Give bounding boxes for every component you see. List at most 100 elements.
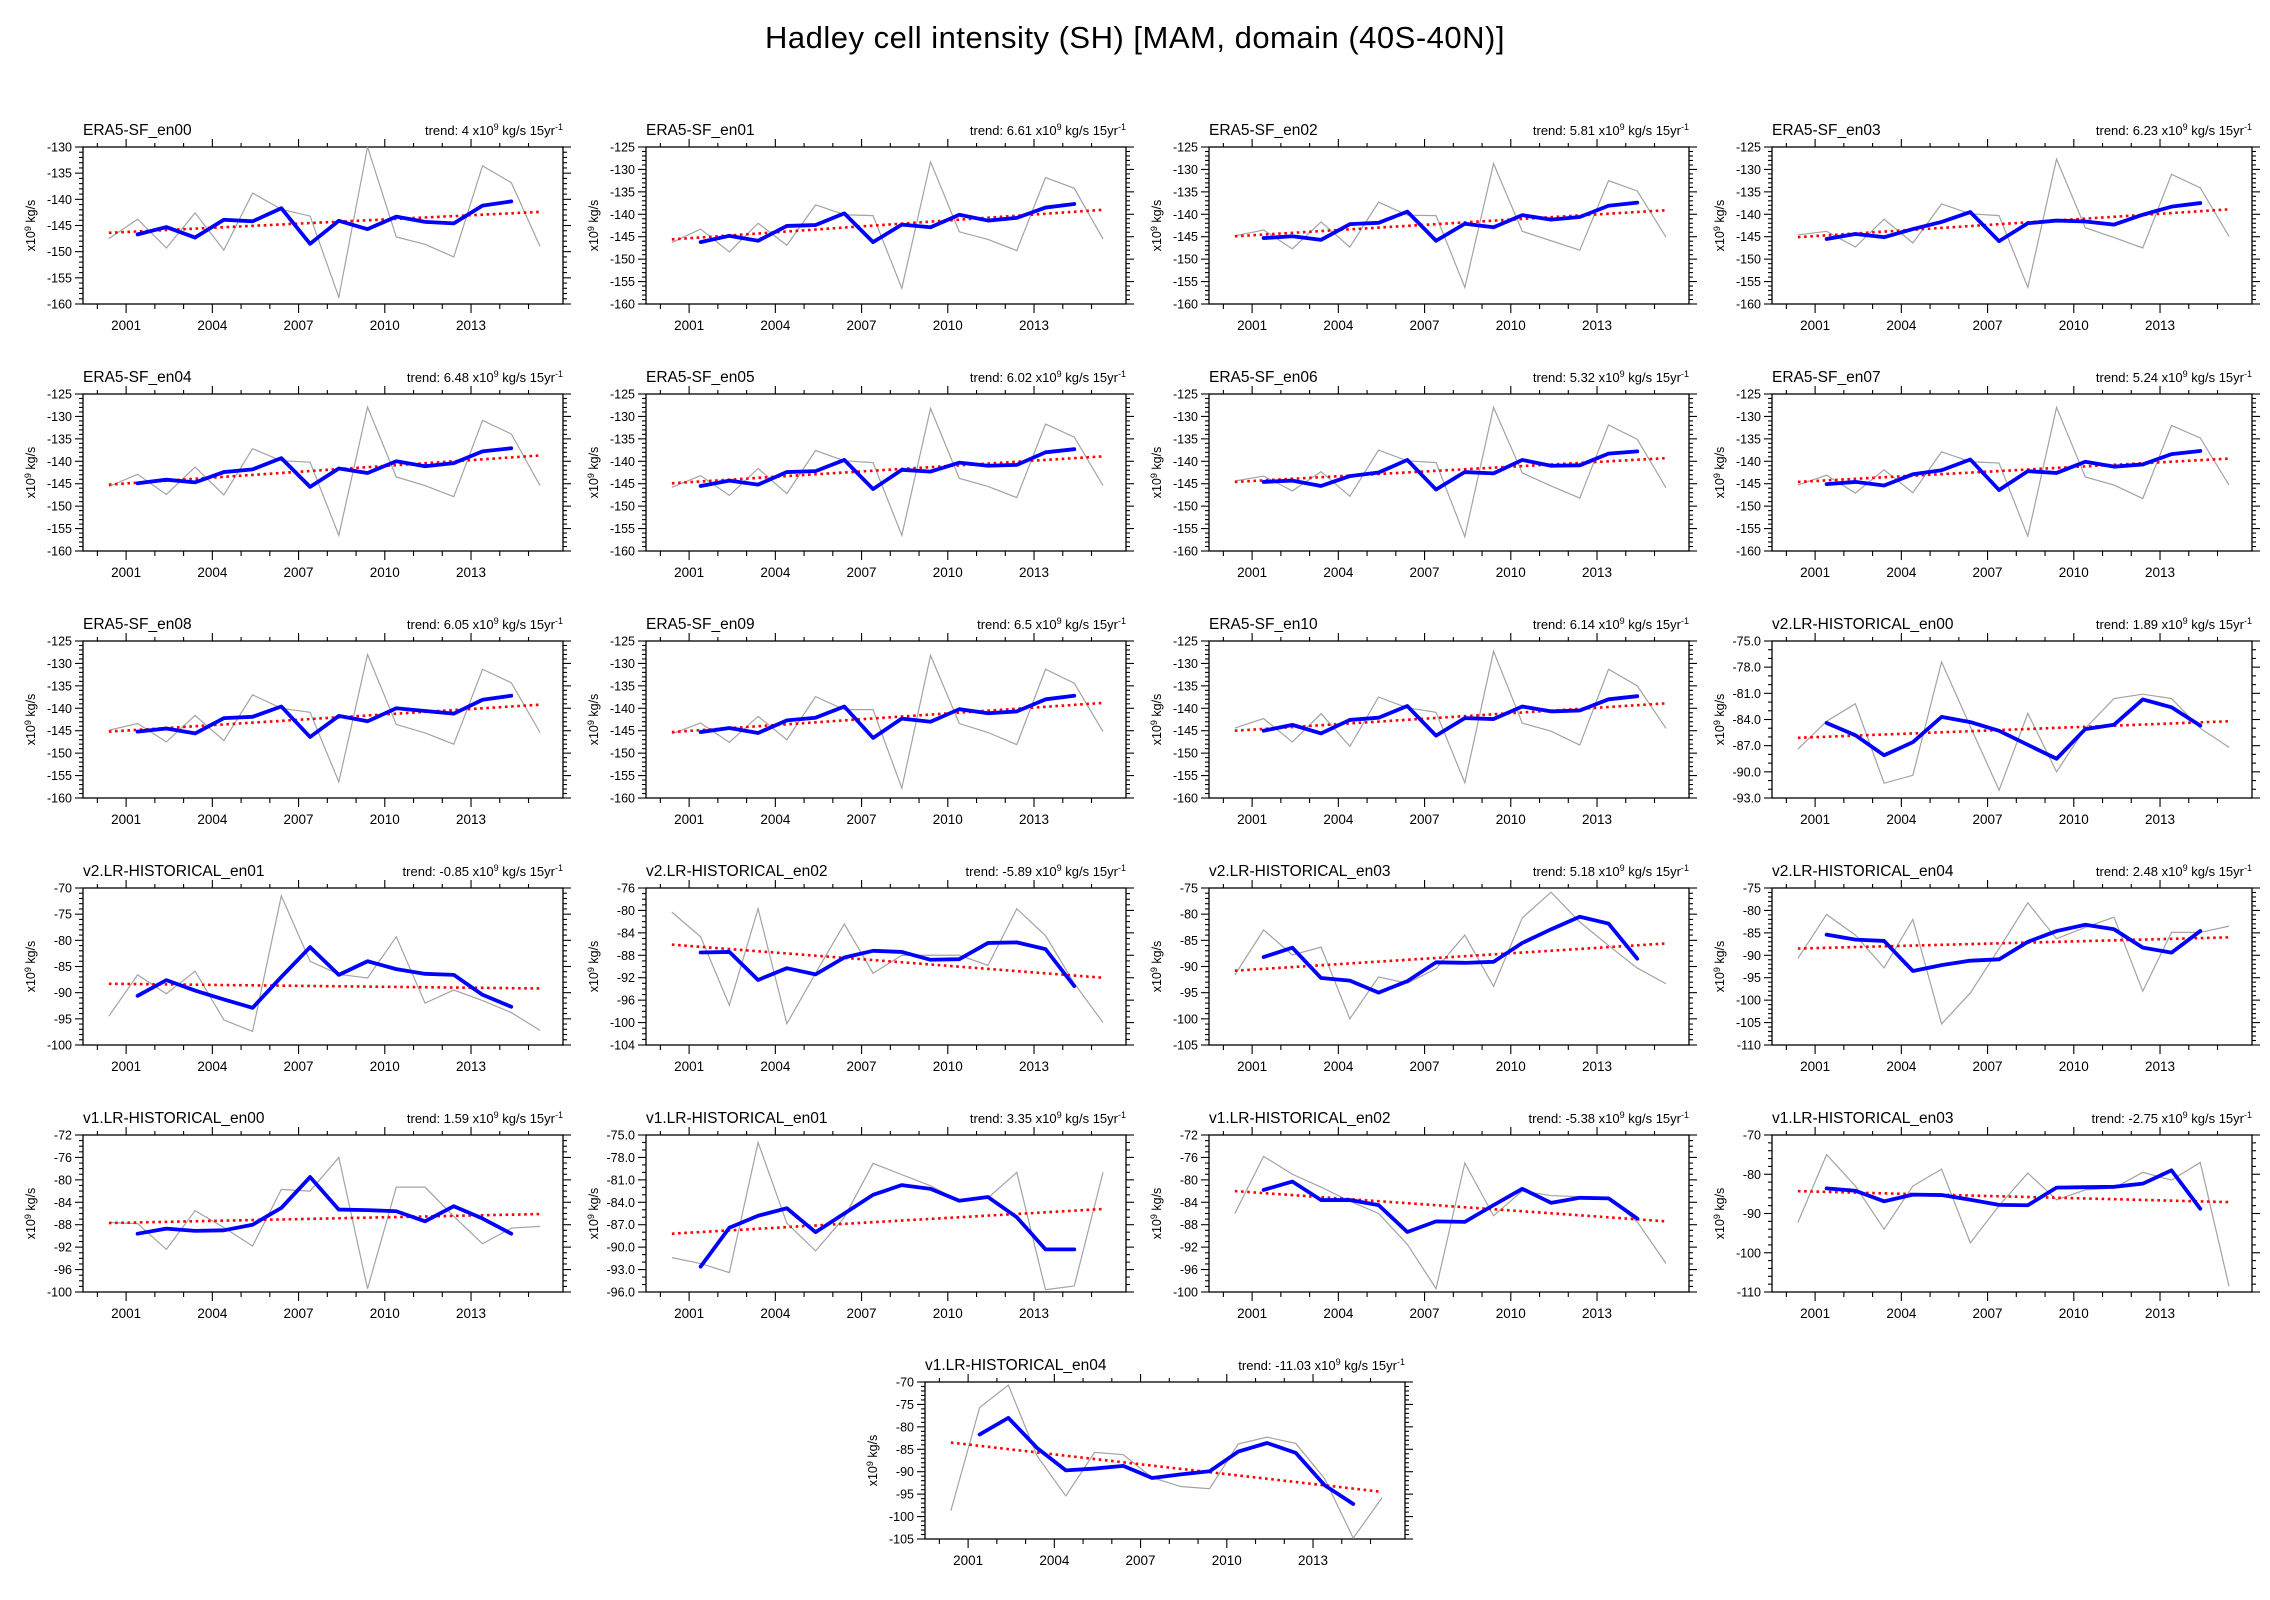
panel-v2.LR-HISTORICAL_en03: v2.LR-HISTORICAL_en03 trend: 5.18 x109 kg… bbox=[1147, 852, 1707, 1087]
y-tick-label: -145 bbox=[610, 724, 635, 738]
x-tick-label: 2004 bbox=[1886, 1059, 1917, 1074]
x-axis bbox=[96, 880, 530, 1054]
x-axis bbox=[1785, 633, 2219, 807]
raw-series-line bbox=[1797, 157, 2230, 290]
smoothed-series-line bbox=[698, 202, 1077, 244]
y-tick-label: -135 bbox=[47, 167, 72, 181]
x-tick-label: 2001 bbox=[1800, 1306, 1830, 1321]
y-axis-title: x109 kg/s bbox=[1149, 694, 1164, 746]
smoothed-series-line bbox=[1261, 914, 1640, 995]
figure-title: Hadley cell intensity (SH) [MAM, domain … bbox=[765, 20, 1505, 55]
y-tick-label: -90 bbox=[896, 1465, 914, 1479]
x-tick-label: 2001 bbox=[953, 1553, 983, 1568]
panel-v2.LR-HISTORICAL_en01: v2.LR-HISTORICAL_en01 trend: -0.85 x109 k… bbox=[21, 852, 581, 1087]
x-tick-label: 2001 bbox=[1800, 812, 1830, 827]
y-tick-label: -84 bbox=[617, 926, 635, 940]
y-tick-label: -150 bbox=[47, 245, 72, 259]
raw-series-line bbox=[671, 159, 1104, 291]
x-tick-label: 2010 bbox=[933, 812, 963, 827]
y-tick-label: -92 bbox=[54, 1241, 72, 1255]
x-tick-label: 2004 bbox=[197, 1306, 228, 1321]
panel-title: v2.LR-HISTORICAL_en01 bbox=[83, 863, 265, 880]
y-tick-label: -135 bbox=[47, 432, 72, 446]
x-axis bbox=[1222, 1127, 1656, 1301]
y-tick-label: -140 bbox=[47, 702, 72, 716]
panel-v1.LR-HISTORICAL_en04: v1.LR-HISTORICAL_en04 trend: -11.03 x109 … bbox=[863, 1346, 1423, 1581]
panel-ERA5-SF_en07: ERA5-SF_en07 trend: 5.24 x109 kg/s 15yr-1… bbox=[1710, 358, 2270, 593]
y-tick-label: -155 bbox=[610, 769, 635, 783]
y-tick-label: -145 bbox=[1736, 477, 1761, 491]
panel-title: ERA5-SF_en01 bbox=[646, 122, 755, 139]
y-tick-label: -90 bbox=[54, 986, 72, 1000]
panel-ERA5-SF_en09: ERA5-SF_en09 trend: 6.5 x109 kg/s 15yr-1 x… bbox=[584, 605, 1144, 840]
y-tick-label: -155 bbox=[1173, 522, 1198, 536]
plot-frame bbox=[645, 1134, 1127, 1293]
panel-ERA5-SF_en03: ERA5-SF_en03 trend: 6.23 x109 kg/s 15yr-1… bbox=[1710, 111, 2270, 346]
plot-frame bbox=[1771, 1134, 2253, 1293]
y-axis bbox=[638, 887, 1134, 1046]
trend-annotation: trend: 6.5 x109 kg/s 15yr-1 bbox=[977, 616, 1126, 632]
x-tick-label: 2001 bbox=[1237, 1306, 1267, 1321]
x-tick-label: 2004 bbox=[760, 812, 791, 827]
y-axis-title: x109 kg/s bbox=[1712, 447, 1727, 499]
y-tick-label: -76 bbox=[1180, 1151, 1198, 1165]
y-tick-label: -140 bbox=[1736, 208, 1761, 222]
smoothed-series-line bbox=[135, 446, 514, 489]
x-tick-label: 2001 bbox=[1237, 318, 1267, 333]
x-axis bbox=[659, 880, 1093, 1054]
y-tick-label: -150 bbox=[610, 747, 635, 761]
y-tick-label: -96.0 bbox=[607, 1286, 636, 1300]
y-axis-title: x109 kg/s bbox=[1149, 1188, 1164, 1240]
y-tick-label: -145 bbox=[47, 724, 72, 738]
y-tick-label: -145 bbox=[1173, 724, 1198, 738]
y-tick-label: -88 bbox=[1180, 1218, 1198, 1232]
x-tick-label: 2004 bbox=[197, 318, 228, 333]
x-tick-label: 2010 bbox=[1496, 1059, 1526, 1074]
x-tick-label: 2001 bbox=[111, 1306, 141, 1321]
plot-frame bbox=[1208, 393, 1690, 552]
trend-annotation: trend: 6.14 x109 kg/s 15yr-1 bbox=[1533, 616, 1689, 632]
trend-fit-line bbox=[950, 1441, 1383, 1494]
smoothed-series-line bbox=[1824, 201, 2203, 244]
trend-annotation: trend: 5.32 x109 kg/s 15yr-1 bbox=[1533, 369, 1689, 385]
y-axis-title: x109 kg/s bbox=[1712, 200, 1727, 252]
trend-fit-line bbox=[1234, 942, 1667, 972]
y-tick-label: -75.0 bbox=[1733, 635, 1762, 649]
x-tick-label: 2010 bbox=[370, 318, 400, 333]
panel-title: ERA5-SF_en06 bbox=[1209, 369, 1318, 386]
y-tick-label: -130 bbox=[47, 410, 72, 424]
smoothed-series-line bbox=[135, 199, 514, 246]
y-axis-title: x109 kg/s bbox=[865, 1435, 880, 1487]
x-tick-label: 2007 bbox=[284, 565, 314, 580]
smoothed-series-line bbox=[977, 1415, 1356, 1506]
x-tick-label: 2010 bbox=[370, 812, 400, 827]
y-tick-label: -80 bbox=[54, 934, 72, 948]
x-axis bbox=[659, 386, 1093, 560]
x-tick-label: 2004 bbox=[760, 565, 791, 580]
y-axis bbox=[917, 1381, 1413, 1540]
y-axis bbox=[1201, 640, 1697, 799]
y-tick-label: -155 bbox=[610, 275, 635, 289]
x-tick-label: 2004 bbox=[760, 1306, 791, 1321]
x-tick-label: 2010 bbox=[1496, 1306, 1526, 1321]
panel-title: ERA5-SF_en03 bbox=[1772, 122, 1881, 139]
y-tick-label: -155 bbox=[47, 271, 72, 285]
y-tick-label: -140 bbox=[1173, 702, 1198, 716]
panel-title: ERA5-SF_en05 bbox=[646, 369, 755, 386]
trend-fit-line bbox=[671, 455, 1104, 485]
x-axis bbox=[1785, 139, 2219, 313]
y-tick-label: -135 bbox=[1173, 679, 1198, 693]
x-tick-label: 2010 bbox=[2059, 565, 2089, 580]
x-tick-label: 2004 bbox=[1323, 812, 1354, 827]
y-tick-label: -130 bbox=[610, 163, 635, 177]
y-tick-label: -72 bbox=[54, 1129, 72, 1143]
y-tick-label: -160 bbox=[610, 298, 635, 312]
x-tick-label: 2004 bbox=[197, 1059, 228, 1074]
raw-series-line bbox=[108, 1156, 541, 1289]
y-axis bbox=[1201, 887, 1697, 1046]
trend-fit-line bbox=[1234, 702, 1667, 733]
y-tick-label: -75 bbox=[1743, 882, 1761, 896]
x-tick-label: 2001 bbox=[674, 565, 704, 580]
trend-fit-line bbox=[1234, 456, 1667, 484]
panel-title: v1.LR-HISTORICAL_en02 bbox=[1209, 1110, 1391, 1127]
